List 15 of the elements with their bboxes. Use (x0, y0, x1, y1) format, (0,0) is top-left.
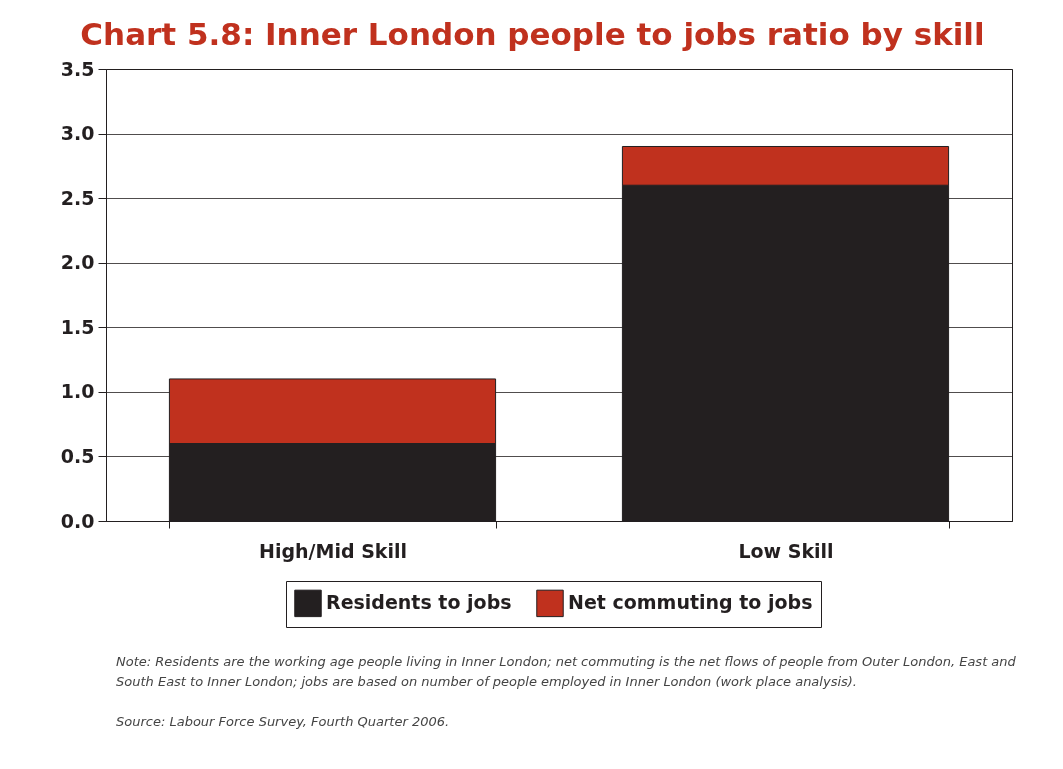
legend-label: Net commuting to jobs (568, 591, 813, 614)
source-note: Source: Labour Force Survey, Fourth Quarter 2006. (116, 713, 451, 731)
legend-label: Residents to jobs (326, 591, 512, 614)
y-tick-label: 0.5 (60, 444, 95, 467)
y-tick-label: 2.0 (60, 251, 95, 274)
y-tick-label: 3.0 (60, 122, 95, 145)
y-tick-label: 1.5 (60, 315, 95, 338)
y-tick-label: 1.0 (60, 380, 95, 403)
x-tick-label: High/Mid Skill (259, 539, 407, 562)
y-tick-label: 2.5 (60, 186, 95, 209)
x-tick-label: Low Skill (738, 539, 834, 562)
text: Note: Residents are the working age people living in Inner London; net commuting is the net flows of people from Outer London, East and South East to Inner London; jobs are based on number of people employed in Inner London (work place analysis). (116, 653, 1017, 691)
y-tick-label: 0.0 (60, 509, 95, 532)
chart-title: Chart 5.8: Inner London people to jobs ratio by skill (80, 16, 985, 52)
y-tick-label: 3.5 (60, 57, 95, 80)
